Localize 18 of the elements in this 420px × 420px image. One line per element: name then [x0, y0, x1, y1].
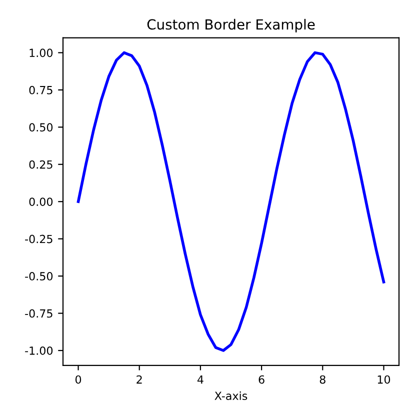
y-tick-label: 1.00	[30, 48, 53, 58]
y-tick-label: 0.50	[29, 123, 53, 132]
x-tick-label: 4	[197, 375, 204, 384]
line-series	[76, 51, 386, 352]
y-tick-label: 0.00	[29, 198, 53, 206]
x-axis-title: X-axis	[214, 391, 248, 400]
x-tick-label: 10	[378, 375, 390, 384]
x-tick-label: 0	[75, 375, 82, 384]
y-tick-label: -1.00	[25, 346, 53, 355]
x-tick-label: 6	[258, 375, 264, 384]
y-tick-label: -0.25	[25, 234, 52, 244]
chart-title: Custom Border Example	[147, 18, 315, 32]
y-tick-label: -0.50	[25, 272, 53, 280]
y-tick-label: 0.25	[29, 160, 52, 169]
y-tick-label: -0.75	[25, 309, 52, 318]
x-tick-label: 2	[136, 375, 142, 384]
x-tick-label: 8	[320, 375, 326, 384]
y-tick-label: 0.75	[29, 86, 52, 94]
